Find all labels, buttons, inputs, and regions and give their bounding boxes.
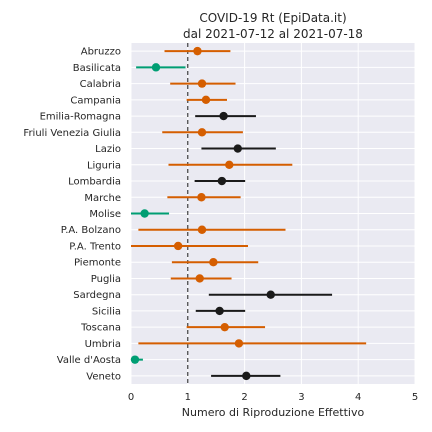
y-tick-label: P.A. Bolzano	[61, 225, 121, 236]
y-tick-label: Valle d'Aosta	[57, 355, 121, 366]
rt-point	[215, 306, 224, 316]
rt-point	[193, 46, 202, 56]
chart-title-line-1: COVID-19 Rt (EpiData.it)	[199, 11, 346, 25]
rt-point	[195, 274, 204, 283]
y-tick-label: Marche	[84, 193, 121, 204]
rt-point	[173, 241, 183, 251]
rt-point	[233, 144, 242, 153]
rt-point	[209, 258, 218, 267]
rt-point	[197, 193, 206, 202]
marks-layer	[130, 46, 367, 381]
y-tick-label: Umbria	[85, 339, 121, 350]
y-tick-label: Campania	[70, 95, 121, 106]
y-tick-label: Liguria	[87, 160, 121, 171]
y-tick-label: Lombardia	[68, 177, 121, 188]
y-tick-labels: Abruzzo Basilicata Calabria Campania Emilia-…	[23, 47, 121, 383]
y-tick-label: Sardegna	[73, 290, 121, 301]
x-tick-label: 2	[241, 392, 247, 403]
x-tick-label: 0	[128, 392, 134, 403]
y-tick-label: Lazio	[95, 144, 121, 155]
rt-point	[201, 95, 211, 105]
y-tick-label: Abruzzo	[81, 47, 121, 58]
y-tick-label: Calabria	[80, 79, 121, 90]
rt-point	[242, 371, 251, 381]
rt-point	[266, 290, 275, 299]
rt-point	[220, 322, 229, 332]
x-tick-label: 3	[298, 392, 304, 403]
rt-point	[225, 160, 234, 169]
y-tick-label: Puglia	[91, 274, 121, 285]
rt-point	[234, 339, 244, 348]
x-tick-labels: 0 1 2 3 4 5	[128, 392, 418, 403]
y-tick-label: Toscana	[80, 323, 121, 334]
rt-point	[130, 355, 140, 364]
rt-point	[197, 128, 207, 137]
x-tick-label: 1	[185, 392, 191, 403]
rt-point	[217, 176, 227, 186]
y-tick-label: Basilicata	[73, 63, 121, 74]
y-tick-label: Veneto	[86, 371, 121, 382]
rt-point	[140, 209, 149, 218]
rt-point	[151, 63, 161, 72]
rt-point	[197, 225, 207, 234]
rt-point	[219, 111, 228, 121]
y-tick-label: Sicilia	[92, 306, 121, 317]
y-tick-label: Friuli Venezia Giulia	[23, 128, 121, 139]
y-tick-label: Piemonte	[74, 258, 121, 269]
rt-point	[197, 79, 207, 88]
x-axis-label: Numero di Riproduzione Effettivo	[182, 406, 365, 419]
x-tick-label: 5	[412, 392, 418, 403]
y-tick-label: Emilia-Romagna	[40, 112, 121, 123]
x-tick-label: 4	[355, 392, 361, 403]
y-tick-label: P.A. Trento	[69, 241, 121, 252]
chart-title-line-2: dal 2021-07-12 al 2021-07-18	[183, 27, 363, 41]
y-tick-label: Molise	[89, 209, 121, 220]
